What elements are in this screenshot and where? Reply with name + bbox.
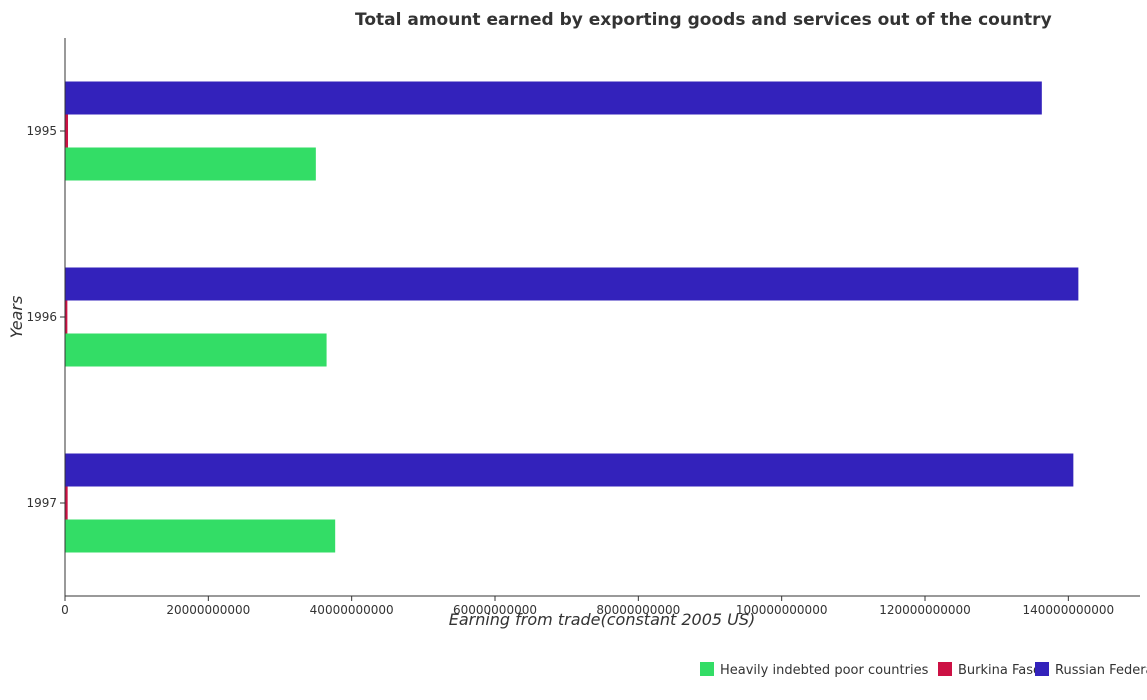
x-tick-label: 0 (61, 603, 69, 617)
chart-title: Total amount earned by exporting goods a… (355, 10, 1052, 30)
y-ticks: 1995 1996 1997 (26, 124, 65, 510)
x-axis-label: Earning from trade(constant 2005 US) (449, 610, 756, 629)
legend-swatch (1035, 662, 1049, 676)
legend-swatch (700, 662, 714, 676)
y-tick-label: 1997 (26, 496, 57, 510)
bar-russian-federation-1996 (65, 268, 1078, 301)
x-tick-label: 40000000000 (310, 603, 394, 617)
legend: Heavily indebted poor countries Burkina F… (700, 662, 1147, 678)
legend-label: Burkina Faso (958, 663, 1041, 678)
y-tick-label: 1995 (26, 124, 57, 138)
x-tick-label: 120000000000 (879, 603, 971, 617)
bar-heavily-indebted-poor-countries-1997 (65, 520, 335, 553)
x-tick-label: 20000000000 (166, 603, 250, 617)
legend-label: Heavily indebted poor countries (720, 663, 929, 678)
bar-russian-federation-1995 (65, 82, 1042, 115)
legend-label: Russian Federation (1055, 663, 1147, 678)
y-tick-label: 1996 (26, 310, 57, 324)
x-tick-label: 140000000000 (1023, 603, 1115, 617)
bar-russian-federation-1997 (65, 454, 1073, 487)
bar-heavily-indebted-poor-countries-1995 (65, 148, 316, 181)
legend-swatch (938, 662, 952, 676)
y-axis-label: Years (7, 296, 26, 339)
bar-heavily-indebted-poor-countries-1996 (65, 334, 327, 367)
plot-area (65, 82, 1078, 553)
